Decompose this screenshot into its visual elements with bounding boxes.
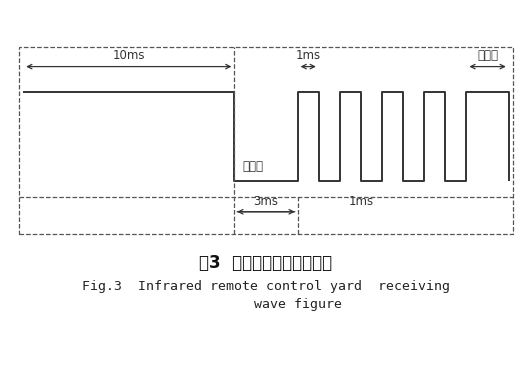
Text: 1ms: 1ms — [348, 195, 373, 208]
Bar — [19, 47, 513, 234]
Text: 图3  红外接收遥控码波形图: 图3 红外接收遥控码波形图 — [200, 254, 332, 272]
Text: 10ms: 10ms — [113, 49, 145, 62]
Text: 停止位: 停止位 — [477, 49, 498, 62]
Text: 第一位: 第一位 — [243, 160, 264, 174]
Text: 1ms: 1ms — [296, 49, 321, 62]
Text: 3ms: 3ms — [254, 195, 278, 208]
Text: Fig.3  Infrared remote control yard  receiving
        wave figure: Fig.3 Infrared remote control yard recei… — [82, 280, 450, 311]
